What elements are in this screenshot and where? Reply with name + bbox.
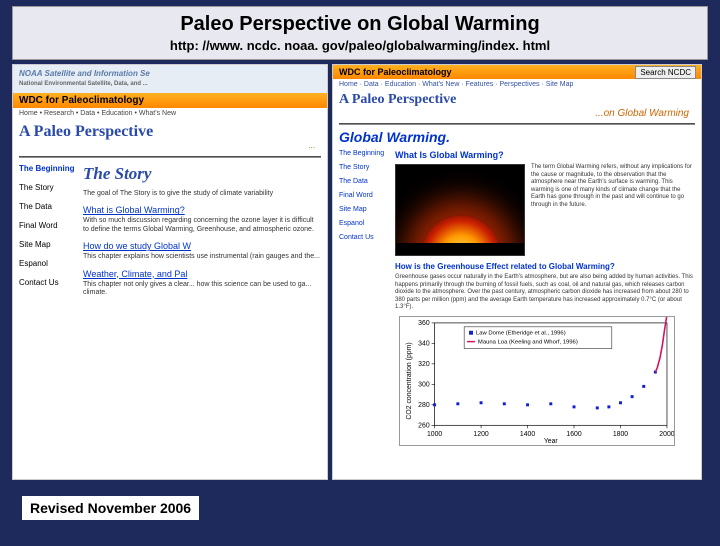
greenhouse-heading: How is the Greenhouse Effect related to … — [395, 262, 695, 271]
svg-text:CO2 concentration (ppm): CO2 concentration (ppm) — [406, 342, 413, 419]
top-nav-right[interactable]: Home · Data · Education · What's New · F… — [333, 79, 701, 90]
link-how-study[interactable]: How do we study Global W — [83, 241, 321, 251]
revised-date: Revised November 2006 — [22, 496, 199, 520]
divider — [19, 156, 321, 158]
global-warming-heading: Global Warming. — [333, 127, 701, 147]
left-content: The Story The goal of The Story is to gi… — [77, 164, 321, 304]
right-content: What Is Global Warming? The term Global … — [389, 150, 695, 446]
perspective-line2: ... — [19, 141, 321, 150]
what-is-gw-text: With so much discussion regarding concer… — [83, 217, 321, 234]
nav-espanol[interactable]: Espanol — [19, 259, 77, 268]
svg-text:280: 280 — [418, 401, 430, 408]
panels: NOAA Satellite and Information Se Nation… — [0, 64, 720, 480]
nav-sitemap[interactable]: Site Map — [19, 240, 77, 249]
how-study-text: This chapter explains how scientists use… — [83, 253, 321, 261]
svg-text:1000: 1000 — [427, 431, 442, 438]
svg-text:2000: 2000 — [659, 431, 674, 438]
slide-title: Paleo Perspective on Global Warming — [21, 13, 699, 36]
wdc-bar: WDC for Paleoclimatology — [13, 93, 327, 108]
r-persp-l2: ...on Global Warming — [339, 108, 695, 119]
nav-story[interactable]: The Story — [19, 183, 77, 192]
what-is-gw-heading: What Is Global Warming? — [395, 150, 695, 160]
svg-text:340: 340 — [418, 340, 430, 347]
svg-text:Law Dome (Etheridge et al., 19: Law Dome (Etheridge et al., 1996) — [476, 330, 566, 336]
svg-text:1200: 1200 — [473, 431, 488, 438]
r-nav-story[interactable]: The Story — [339, 164, 389, 171]
link-what-is-gw[interactable]: What is Global Warming? — [83, 205, 321, 215]
search-ncdc-button[interactable]: Search NCDC — [635, 66, 696, 79]
svg-text:260: 260 — [418, 422, 430, 429]
weather-climate-text: This chapter not only gives a clear... h… — [83, 281, 321, 298]
r-nav-contact[interactable]: Contact Us — [339, 234, 389, 241]
svg-text:300: 300 — [418, 381, 430, 388]
perspective-banner-left: A Paleo Perspective ... — [13, 119, 327, 154]
r-nav-sitemap[interactable]: Site Map — [339, 206, 389, 213]
noaa-banner-sub: National Environmental Satellite, Data, … — [19, 81, 148, 87]
r-persp-l1: A Paleo Perspective — [339, 92, 695, 108]
gw-definition-text: The term Global Warming refers, without … — [531, 164, 695, 256]
svg-text:Mauna Loa (Keeling and Whorf,: Mauna Loa (Keeling and Whorf, 1996) — [478, 339, 578, 345]
left-sidebar-nav[interactable]: The Beginning The Story The Data Final W… — [19, 164, 77, 304]
perspective-banner-right: A Paleo Perspective ...on Global Warming — [333, 90, 701, 121]
link-weather-climate[interactable]: Weather, Climate, and Pal — [83, 269, 321, 279]
greenhouse-text: Greenhouse gases occur naturally in the … — [395, 274, 695, 312]
right-screenshot: WDC for Paleoclimatology Home · Data · E… — [332, 64, 702, 480]
title-bar: Paleo Perspective on Global Warming http… — [12, 6, 708, 60]
sunset-image — [395, 164, 525, 256]
noaa-banner: NOAA Satellite and Information Se Nation… — [13, 65, 327, 93]
r-nav-data[interactable]: The Data — [339, 178, 389, 185]
svg-text:Year: Year — [544, 438, 559, 445]
r-nav-beginning[interactable]: The Beginning — [339, 150, 389, 157]
story-intro: The goal of The Story is to give the stu… — [83, 190, 321, 198]
svg-text:320: 320 — [418, 360, 430, 367]
noaa-banner-title: NOAA Satellite and Information Se — [19, 69, 150, 78]
nav-beginning[interactable]: The Beginning — [19, 164, 77, 173]
left-screenshot: NOAA Satellite and Information Se Nation… — [12, 64, 328, 480]
nav-contact[interactable]: Contact Us — [19, 278, 77, 287]
svg-text:1600: 1600 — [566, 431, 581, 438]
nav-final[interactable]: Final Word — [19, 221, 77, 230]
perspective-line1: A Paleo Perspective — [19, 123, 321, 141]
right-sidebar-nav[interactable]: The Beginning The Story The Data Final W… — [339, 150, 389, 446]
r-nav-final[interactable]: Final Word — [339, 192, 389, 199]
svg-text:1400: 1400 — [520, 431, 535, 438]
story-heading: The Story — [83, 164, 321, 184]
divider-r — [339, 123, 695, 125]
r-nav-espanol[interactable]: Espanol — [339, 220, 389, 227]
svg-text:1800: 1800 — [613, 431, 628, 438]
svg-text:360: 360 — [418, 319, 430, 326]
nav-data[interactable]: The Data — [19, 202, 77, 211]
top-nav-left[interactable]: Home • Research • Data • Education • Wha… — [13, 108, 327, 119]
co2-chart: 1000 1200 1400 1600 1800 2000 260 280 300 320 340 3… — [399, 316, 675, 446]
slide-url: http: //www. ncdc. noaa. gov/paleo/globa… — [21, 38, 699, 53]
